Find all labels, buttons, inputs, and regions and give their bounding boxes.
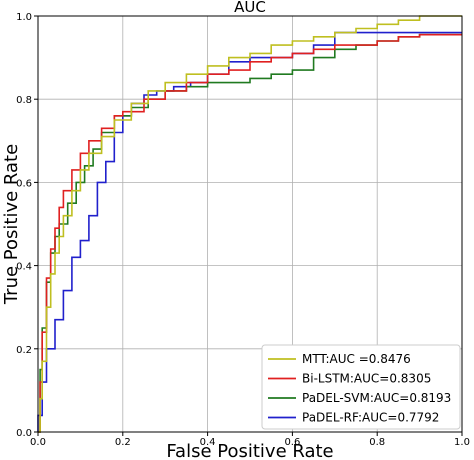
y-tick-label: 0.2 [16,345,32,356]
y-tick-label: 0.8 [16,95,32,106]
x-tick-label: 1.0 [454,437,470,448]
roc-curves [37,15,462,433]
y-tick-label: 1.0 [16,12,32,23]
x-tick-label: 0.0 [30,437,46,448]
bi-lstm-roc-curve [38,33,462,433]
plot-frame [37,15,463,433]
legend-label-bi-lstm: Bi-LSTM:AUC=0.8305 [302,372,431,386]
x-tick-label: 0.8 [369,437,385,448]
axis-ticks: 0.0 0.2 0.4 0.6 0.8 1.0 0.0 0.2 0.4 0.6 0.8 1.0 [16,12,470,448]
mtt-roc-curve [38,15,462,433]
x-tick-label: 0.4 [200,437,216,448]
legend-label-padel-svm: PaDEL-SVM:AUC=0.8193 [302,391,451,405]
x-axis-label: False Positive Rate [166,441,333,460]
x-tick-label: 0.6 [284,437,300,448]
y-tick-label: 0.4 [16,262,32,273]
legend: MTT:AUC =0.8476 Bi-LSTM:AUC=0.8305 PaDEL-S… [261,344,461,430]
y-axis-label: True Positive Rate [1,144,22,305]
legend-box [261,344,461,430]
x-tick-label: 0.2 [115,437,131,448]
y-tick-label: 0.0 [16,428,32,439]
legend-label-padel-rf: PaDEL-RF:AUC=0.7792 [302,411,439,425]
legend-label-mtt: MTT:AUC =0.8476 [302,352,411,366]
y-tick-label: 0.6 [16,178,32,189]
chart-title: AUC [234,0,266,16]
